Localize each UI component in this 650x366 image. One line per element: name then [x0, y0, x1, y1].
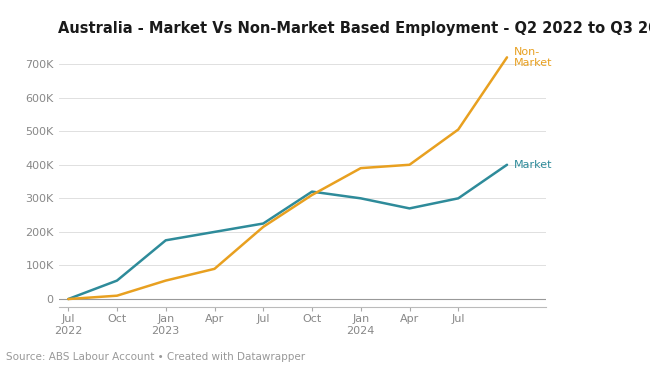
Text: Non-
Market: Non- Market — [514, 46, 552, 68]
Text: Australia - Market Vs Non-Market Based Employment - Q2 2022 to Q3 2024: Australia - Market Vs Non-Market Based E… — [58, 21, 650, 36]
Text: Market: Market — [514, 160, 552, 170]
Text: Source: ABS Labour Account • Created with Datawrapper: Source: ABS Labour Account • Created wit… — [6, 352, 306, 362]
